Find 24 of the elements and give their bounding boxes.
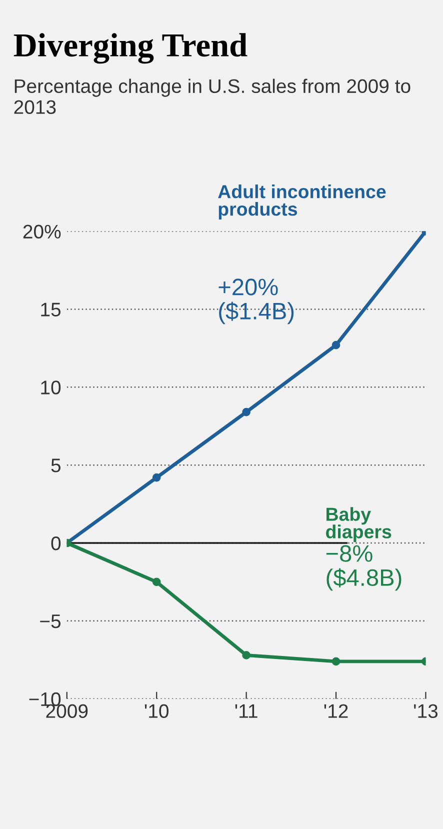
point — [332, 657, 340, 666]
x-tick-label: 2009 — [46, 704, 88, 718]
chart-subtitle: Percentage change in U.S. sales from 2009 to 2013 — [14, 78, 410, 114]
y-tick-label: 20% — [23, 224, 61, 239]
x-tick-label: '11 — [235, 704, 258, 718]
point — [242, 651, 250, 660]
y-tick-label: 15 — [41, 302, 61, 316]
chart-title: Diverging Trend — [14, 33, 248, 64]
x-tick-label: '13 — [414, 704, 438, 718]
y-tick-label: 5 — [51, 458, 61, 472]
y-tick-label: −5 — [40, 614, 61, 628]
point — [332, 340, 340, 350]
y-tick-label: 10 — [41, 380, 61, 394]
annotation: +20% ($1.4B) — [218, 278, 294, 324]
text: Baby diapers — [326, 507, 392, 542]
y-tick-label: −10 — [29, 692, 61, 706]
x-tick-label: '12 — [324, 704, 348, 718]
annotation: −8% ($4.8B) — [326, 545, 402, 591]
y-tick-label: 0 — [51, 536, 61, 550]
point — [152, 473, 161, 482]
point — [152, 578, 161, 586]
point — [242, 408, 250, 416]
x-tick-label: '10 — [144, 704, 169, 718]
text: Adult incontinence products — [218, 184, 386, 220]
